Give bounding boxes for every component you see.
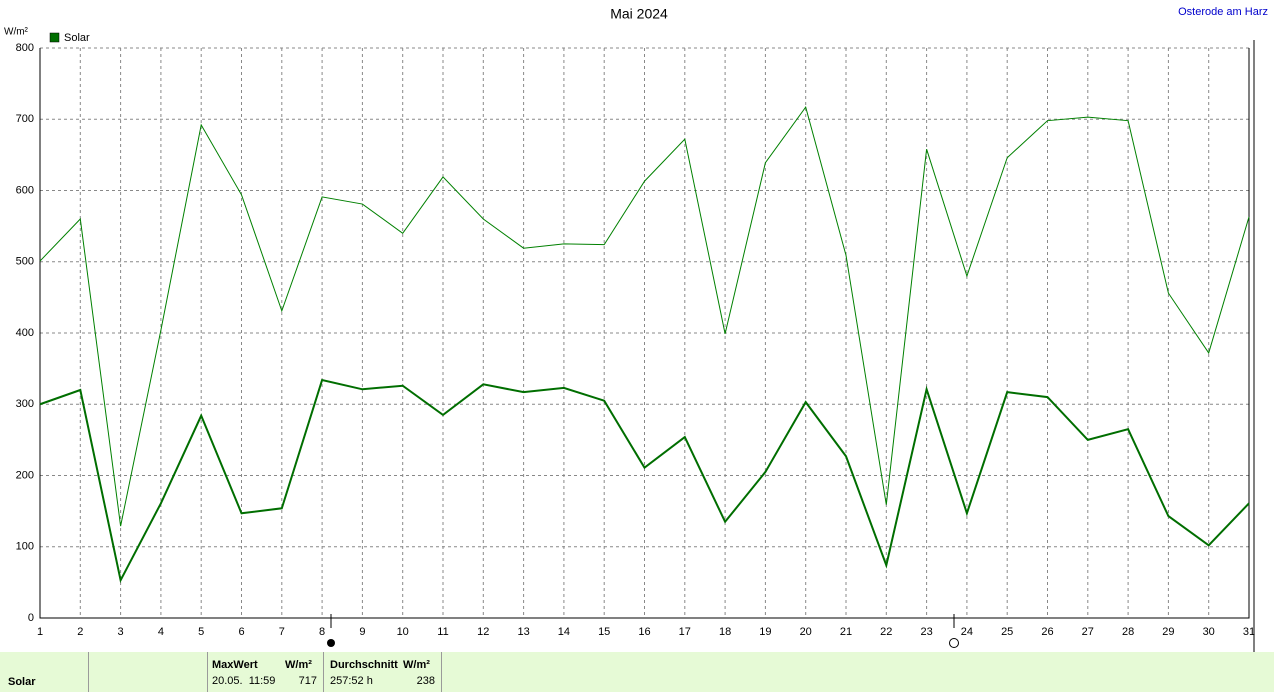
x-tick-label: 5 <box>198 626 204 638</box>
x-tick-label: 22 <box>880 626 892 638</box>
x-tick-label: 24 <box>961 626 973 638</box>
y-tick-label: 800 <box>16 42 34 54</box>
separator <box>207 652 208 692</box>
x-tick-label: 2 <box>77 626 83 638</box>
footer: Solar MaxWert W/m² 20.05. 11:59 717 Durc… <box>0 652 1274 692</box>
x-tick-label: 8 <box>319 626 325 638</box>
max-time: 20.05. 11:59 <box>212 675 276 687</box>
y-tick-label: 300 <box>16 398 34 410</box>
avg-value: 238 <box>416 675 435 687</box>
legend-label: Solar <box>64 32 90 44</box>
x-tick-label: 13 <box>517 626 529 638</box>
separator <box>323 652 324 692</box>
x-tick-label: 25 <box>1001 626 1013 638</box>
separator <box>441 652 442 692</box>
max-unit: W/m² <box>285 659 312 671</box>
x-tick-label: 4 <box>158 626 164 638</box>
avg-unit: W/m² <box>403 659 430 671</box>
text: MaxWert <box>212 659 258 671</box>
axes <box>39 48 1250 619</box>
x-tick-label: 30 <box>1203 626 1215 638</box>
max-header: MaxWert <box>212 659 258 671</box>
x-tick-label: 18 <box>719 626 731 638</box>
x-tick-label: 9 <box>359 626 365 638</box>
y-tick-label: 500 <box>16 256 34 268</box>
max-value: 717 <box>298 675 317 687</box>
separator <box>88 652 89 692</box>
legend-swatch <box>49 32 60 43</box>
x-tick-label: 28 <box>1122 626 1134 638</box>
text: W/m² <box>403 659 430 671</box>
x-tick-label: 15 <box>598 626 610 638</box>
sun-marker <box>327 639 335 647</box>
x-tick-label: 11 <box>437 626 448 638</box>
series-line <box>39 105 1250 527</box>
x-tick-label: 3 <box>118 626 124 638</box>
text: Solar <box>8 676 36 688</box>
text: W/m² <box>285 659 312 671</box>
x-tick-label: 31 <box>1243 626 1255 638</box>
y-tick-label: 200 <box>16 469 34 481</box>
y-tick-label: 600 <box>16 184 34 196</box>
y-tick-label: 700 <box>16 113 34 125</box>
x-tick-label: 21 <box>840 626 852 638</box>
text: Durchschnitt <box>330 659 398 671</box>
x-tick-label: 26 <box>1041 626 1053 638</box>
sun-marker <box>949 638 959 648</box>
series-line <box>39 378 1250 584</box>
x-tick-label: 14 <box>558 626 570 638</box>
chart: 3130292827262524232221201918171615141312… <box>4 6 1268 652</box>
avg-duration: 257:52 h <box>330 675 373 687</box>
avg-header: Durchschnitt <box>330 659 398 671</box>
y-unit: W/m² <box>4 27 29 38</box>
x-tick-label: 1 <box>37 626 43 638</box>
x-tick-label: 23 <box>920 626 932 638</box>
y-tick-label: 400 <box>16 327 34 339</box>
x-tick-label: 29 <box>1162 626 1174 638</box>
x-tick-label: 6 <box>238 626 244 638</box>
x-tick-label: 20 <box>800 626 812 638</box>
footer-label: Solar <box>8 676 36 688</box>
x-tick-label: 17 <box>679 626 691 638</box>
x-tick-label: 7 <box>279 626 285 638</box>
location: Osterode am Harz <box>1178 6 1268 18</box>
y-tick-label: 0 <box>28 612 34 624</box>
x-tick-label: 16 <box>638 626 650 638</box>
x-tick-label: 10 <box>397 626 409 638</box>
chart-title: Mai 2024 <box>610 6 668 22</box>
x-tick-label: 12 <box>477 626 489 638</box>
x-tick-label: 19 <box>759 626 771 638</box>
x-tick-label: 27 <box>1082 626 1094 638</box>
y-tick-label: 100 <box>16 541 34 553</box>
